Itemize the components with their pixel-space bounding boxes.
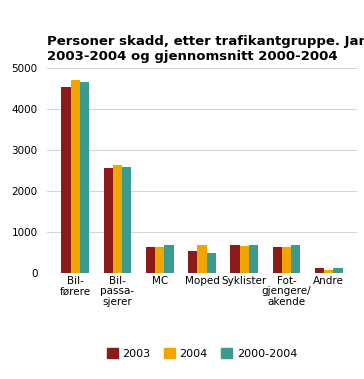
- Bar: [282, 247, 291, 273]
- Bar: [113, 165, 122, 273]
- Bar: [207, 253, 216, 273]
- Bar: [104, 168, 113, 273]
- Text: Personer skadd, etter trafikantgruppe. Januar-oktober
2003-2004 og gjennomsnitt : Personer skadd, etter trafikantgruppe. J…: [47, 35, 364, 63]
- Bar: [197, 246, 207, 273]
- Bar: [273, 247, 282, 273]
- Bar: [165, 246, 174, 273]
- Bar: [80, 82, 89, 273]
- Bar: [155, 247, 165, 273]
- Bar: [230, 246, 240, 273]
- Bar: [333, 268, 343, 273]
- Bar: [324, 270, 333, 273]
- Bar: [240, 246, 249, 273]
- Bar: [315, 268, 324, 273]
- Bar: [249, 244, 258, 273]
- Legend: 2003, 2004, 2000-2004: 2003, 2004, 2000-2004: [103, 344, 301, 363]
- Bar: [71, 80, 80, 273]
- Bar: [188, 251, 197, 273]
- Bar: [291, 246, 300, 273]
- Bar: [62, 87, 71, 273]
- Bar: [122, 167, 131, 273]
- Bar: [146, 247, 155, 273]
